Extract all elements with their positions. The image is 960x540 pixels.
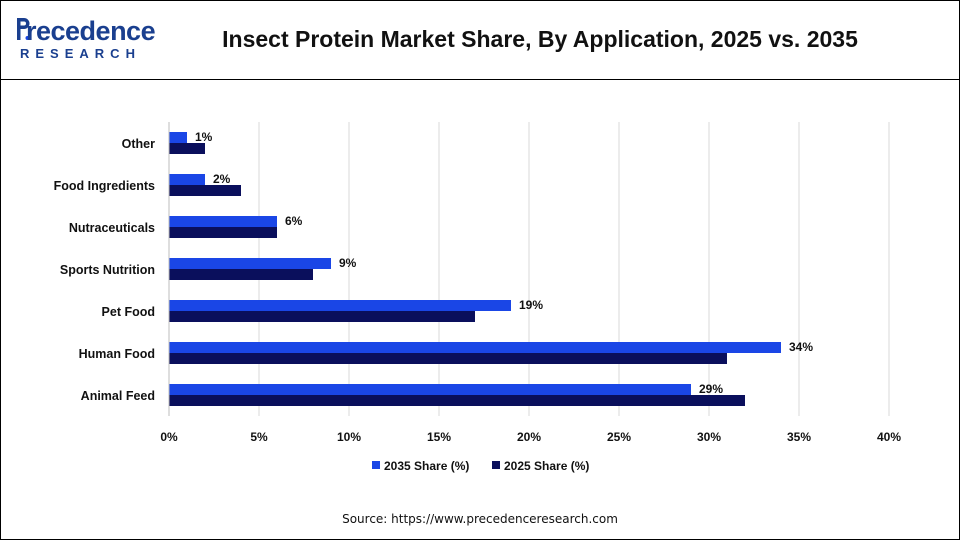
legend-label-2025: 2025 Share (%) (504, 459, 589, 473)
bar-2025 (169, 353, 727, 364)
logo-p-icon (17, 18, 30, 40)
source-note: Source: https://www.precedenceresearch.c… (342, 512, 618, 526)
data-label: 34% (789, 340, 813, 354)
bar-2035 (169, 342, 781, 353)
legend-swatch-2035 (372, 461, 380, 469)
bar-2025 (169, 395, 745, 406)
x-tick-label: 20% (517, 430, 541, 444)
bar-2025 (169, 311, 475, 322)
bar-2025 (169, 269, 313, 280)
x-tick-label: 40% (877, 430, 901, 444)
x-tick-label: 5% (250, 430, 268, 444)
bar-2025 (169, 185, 241, 196)
x-tick-label: 25% (607, 430, 631, 444)
header: recedence RESEARCH Insect Protein Market… (0, 0, 960, 80)
brand-logo: recedence RESEARCH (16, 14, 166, 64)
category-label: Other (122, 137, 155, 151)
bar-2035 (169, 258, 331, 269)
category-label: Animal Feed (81, 389, 155, 403)
bar-2035 (169, 384, 691, 395)
bar-2035 (169, 300, 511, 311)
data-label: 29% (699, 382, 723, 396)
category-label: Human Food (79, 347, 155, 361)
logo-wordmark: recedence (26, 16, 156, 46)
category-label: Nutraceuticals (69, 221, 155, 235)
x-tick-label: 0% (160, 430, 178, 444)
data-label: 19% (519, 298, 543, 312)
bar-2035 (169, 132, 187, 143)
data-label: 2% (213, 172, 231, 186)
bar-2025 (169, 227, 277, 238)
bar-chart: 0% 5% 10% 15% 20% 25% 30% 35% 40% Other 1% Food Ing… (54, 122, 901, 473)
x-tick-label: 35% (787, 430, 811, 444)
data-label: 6% (285, 214, 303, 228)
chart-title: Insect Protein Market Share, By Applicat… (222, 26, 858, 52)
bar-2035 (169, 216, 277, 227)
category-label: Sports Nutrition (60, 263, 155, 277)
x-tick-label: 30% (697, 430, 721, 444)
data-label: 1% (195, 130, 213, 144)
x-tick-label: 15% (427, 430, 451, 444)
data-label: 9% (339, 256, 357, 270)
legend-swatch-2025 (492, 461, 500, 469)
logo-subtitle: RESEARCH (20, 46, 141, 61)
bar-2035 (169, 174, 205, 185)
category-label: Food Ingredients (54, 179, 155, 193)
x-tick-label: 10% (337, 430, 361, 444)
category-label: Pet Food (102, 305, 155, 319)
bar-2025 (169, 143, 205, 154)
legend-label-2035: 2035 Share (%) (384, 459, 469, 473)
